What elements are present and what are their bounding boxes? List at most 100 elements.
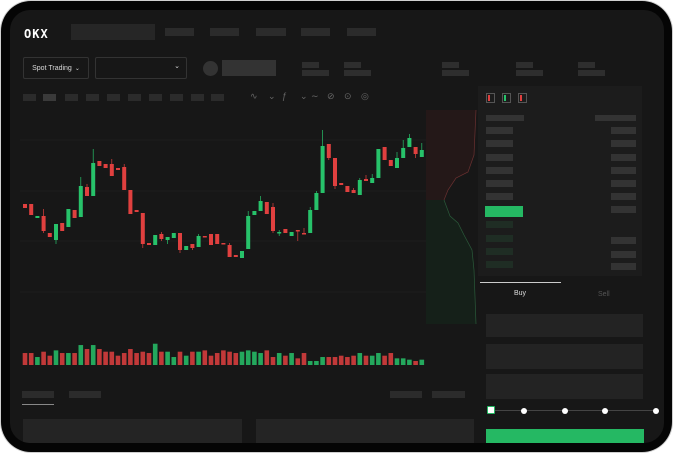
volume-bar [84,349,90,365]
candle-body [240,251,244,258]
ask-price [486,167,513,174]
okx-logo[interactable]: OKX [24,27,49,41]
fullscreen-icon[interactable]: ◎ [361,91,369,101]
nav-item[interactable] [210,28,239,36]
candle-body [128,190,133,214]
candle-body [308,210,313,233]
candle-body [407,138,412,147]
volume-bar [208,355,214,365]
amount-slider-track[interactable] [490,410,656,411]
draw-icon[interactable]: ∼ [311,91,319,101]
timeframe-button[interactable] [43,94,56,101]
slider-mark[interactable] [562,408,568,414]
depth-bids-line [443,199,477,325]
candle-body [364,179,368,181]
both-sides-icon[interactable] [486,93,495,103]
pair-price [222,60,276,76]
settings-icon[interactable]: ⊙ [344,91,352,101]
slider-handle[interactable] [487,406,495,414]
candle-body [91,163,96,196]
total-input[interactable] [486,374,643,399]
volume-bar [22,353,28,365]
candlestick-chart[interactable] [10,10,480,390]
volume-bar [103,351,108,365]
volume-bar [320,357,325,365]
volume-bar [59,353,65,365]
depth-asks-line [443,110,477,201]
candle-body [35,216,40,218]
order-book-header-amount [595,115,636,121]
timeframe-button[interactable] [86,94,99,101]
volume-bar [53,350,59,365]
tab-sell[interactable]: Sell [598,291,610,298]
candle-body [277,232,282,234]
volume-bar [140,351,146,365]
nav-item[interactable] [347,28,376,36]
amount-input[interactable] [486,344,643,369]
volume-bar [338,355,344,365]
spot-trading-label: Spot Trading [32,64,72,72]
ask-amount [611,167,636,174]
candle-body [233,255,238,257]
filter-button[interactable] [390,391,422,398]
orders-panel [23,419,242,443]
slider-mark[interactable] [521,408,527,414]
candle-body [178,233,182,250]
search-bar[interactable] [71,24,155,40]
timeframe-button[interactable] [211,94,224,101]
candle-body [66,209,71,227]
candle-body [54,224,58,240]
fx-icon[interactable]: ƒ [282,91,288,101]
volume-bar [400,358,406,365]
candle-body [271,207,275,231]
nav-item[interactable] [256,28,286,36]
candle-body [314,193,319,210]
filter-button[interactable] [432,391,465,398]
tab-open-orders[interactable] [22,391,54,398]
asks-only-icon[interactable] [518,93,527,103]
price-input[interactable] [486,314,643,337]
last-price-badge [485,206,523,217]
indicator-icon[interactable]: ∿ [250,91,258,101]
slider-mark[interactable] [653,408,659,414]
candle-body [147,243,151,245]
volume-bar [221,350,226,365]
candle-body [29,204,34,215]
timeframe-button[interactable] [107,94,120,101]
buy-submit-button[interactable] [486,429,644,443]
ask-price [486,180,513,187]
nav-item[interactable] [165,28,194,36]
ask-amount [611,206,636,213]
chevron-down-icon: ⌄ [74,65,80,72]
depth-chart [426,110,477,325]
volume-bar [35,357,40,365]
timeframe-button[interactable] [191,94,204,101]
timeframe-button[interactable] [65,94,78,101]
pair-select[interactable]: ⌄ [95,57,187,79]
candle-body [159,234,164,239]
chart-type-icon[interactable]: ⌄ [268,91,276,101]
tab-order-history[interactable] [69,391,101,398]
timeframe-button[interactable] [170,94,183,101]
tab-buy[interactable]: Buy [514,290,527,297]
candle-body [401,148,406,158]
bids-only-icon[interactable] [502,93,511,103]
depth-asks-area [426,110,476,200]
line-icon[interactable]: ⌄ [300,91,308,101]
volume-bar [382,355,387,365]
stat-label [516,62,533,68]
spot-trading-dropdown[interactable]: Spot Trading ⌄ [23,57,89,79]
timeframe-button[interactable] [149,94,162,101]
timeframe-button[interactable] [128,94,141,101]
volume-bar [214,353,220,365]
nav-item[interactable] [301,28,330,36]
volume-bar [351,355,356,365]
volume-bar [394,358,400,365]
candle-body [283,229,288,233]
stat-label [442,62,459,68]
candle-body [196,236,201,247]
camera-icon[interactable]: ⊘ [327,91,335,101]
timeframe-button[interactable] [23,94,36,101]
slider-mark[interactable] [602,408,608,414]
